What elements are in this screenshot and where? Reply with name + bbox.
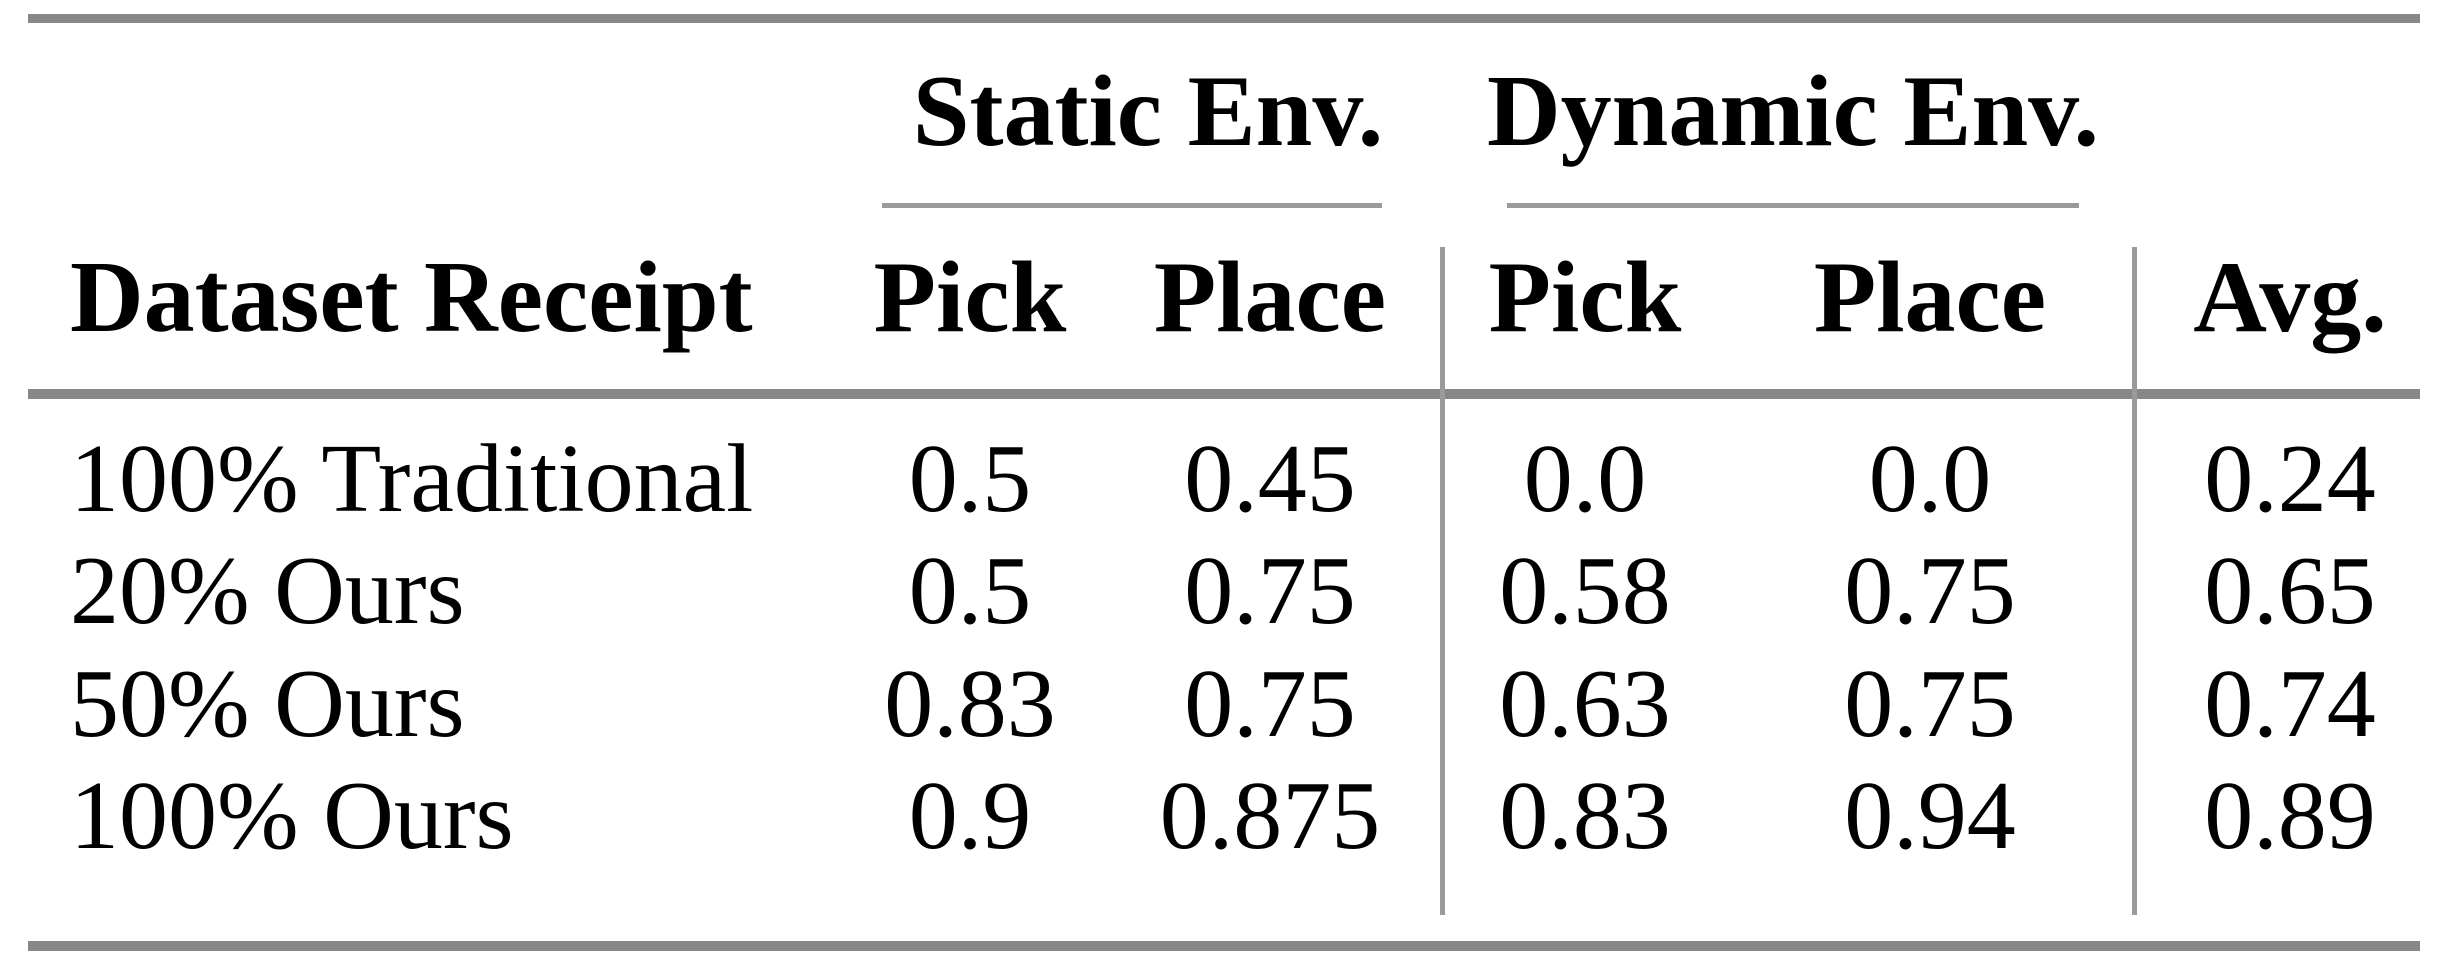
column-header-dynamic-place: Place [1813, 241, 2047, 354]
group-header-row: Static Env. Dynamic Env. [0, 56, 2440, 168]
header-separator-rule [28, 389, 2420, 399]
cell-value: 0.45 [1184, 425, 1356, 533]
row-label: 50% Ours [70, 650, 465, 758]
cell-value: 0.0 [1523, 425, 1647, 533]
vertical-separator-static-dynamic [1440, 247, 1445, 915]
cell-value: 0.58 [1499, 537, 1671, 645]
row-label: 20% Ours [70, 537, 465, 645]
vertical-separator-dynamic-avg [2132, 247, 2137, 915]
cell-value: 0.63 [1499, 650, 1671, 758]
table-row: 50% Ours 0.83 0.75 0.63 0.75 0.74 [0, 648, 2440, 760]
cell-value: 0.83 [1499, 762, 1671, 870]
cell-value: 0.5 [908, 537, 1032, 645]
cell-value: 0.75 [1184, 537, 1356, 645]
column-header-dataset-receipt: Dataset Receipt [70, 241, 753, 354]
static-env-underline [882, 203, 1382, 208]
group-header-dynamic-env: Dynamic Env. [1486, 55, 2100, 168]
column-header-avg: Avg. [2193, 241, 2387, 354]
cell-value: 0.83 [884, 650, 1056, 758]
cell-value: 0.5 [908, 425, 1032, 533]
bottom-rule [28, 941, 2420, 951]
row-label: 100% Traditional [70, 425, 754, 533]
cell-value: 0.89 [2204, 762, 2376, 870]
table-row: 100% Traditional 0.5 0.45 0.0 0.0 0.24 [0, 423, 2440, 535]
dynamic-env-underline [1507, 203, 2079, 208]
table-row: 20% Ours 0.5 0.75 0.58 0.75 0.65 [0, 535, 2440, 647]
cell-value: 0.9 [908, 762, 1032, 870]
row-label: 100% Ours [70, 762, 514, 870]
column-header-static-pick: Pick [873, 241, 1067, 354]
cell-value: 0.875 [1159, 762, 1381, 870]
cell-value: 0.75 [1844, 537, 2016, 645]
cell-value: 0.75 [1844, 650, 2016, 758]
cell-value: 0.0 [1868, 425, 1992, 533]
column-header-row: Dataset Receipt Pick Place Pick Place Av… [0, 242, 2440, 354]
cell-value: 0.74 [2204, 650, 2376, 758]
top-rule [28, 14, 2420, 23]
cell-value: 0.65 [2204, 537, 2376, 645]
group-header-static-env: Static Env. [912, 55, 1384, 168]
cell-value: 0.94 [1844, 762, 2016, 870]
table-row: 100% Ours 0.9 0.875 0.83 0.94 0.89 [0, 760, 2440, 872]
cell-value: 0.24 [2204, 425, 2376, 533]
column-header-static-place: Place [1153, 241, 1387, 354]
column-header-dynamic-pick: Pick [1488, 241, 1682, 354]
cell-value: 0.75 [1184, 650, 1356, 758]
